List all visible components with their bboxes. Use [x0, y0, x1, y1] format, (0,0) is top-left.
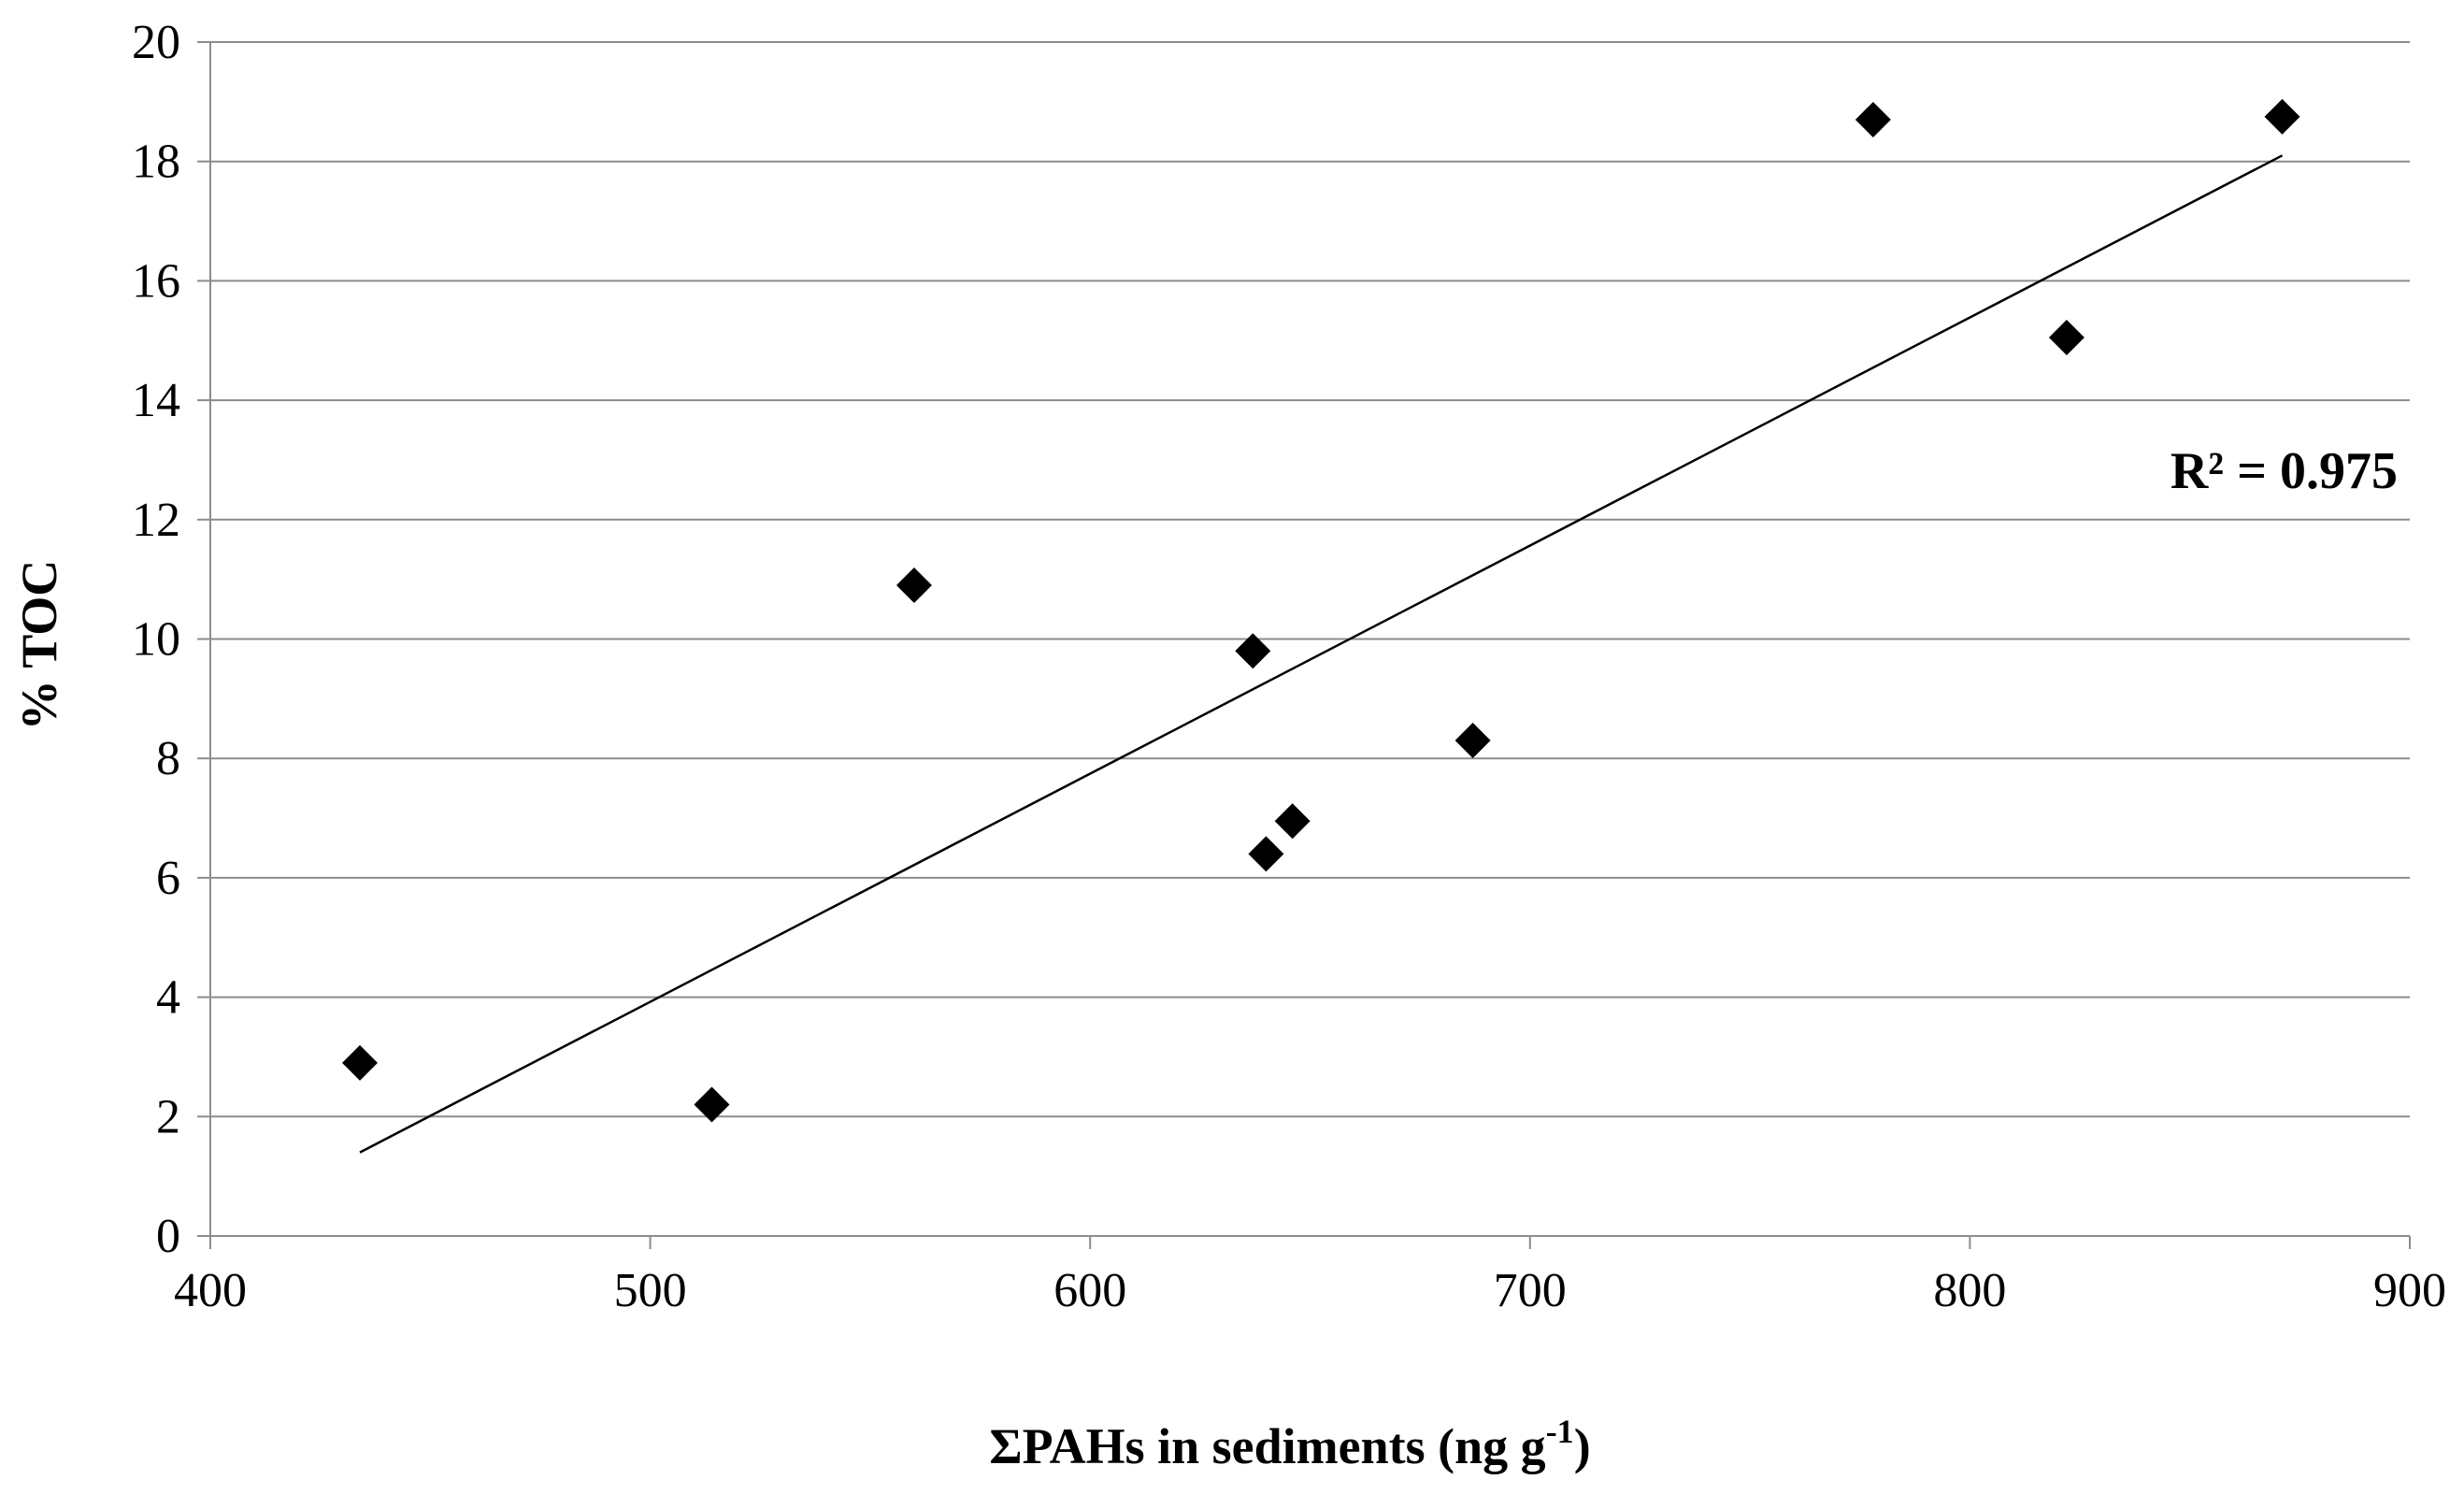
y-tick-label: 2	[156, 1090, 180, 1143]
x-axis-title: ΣPAHs in sediments (ng g-1)	[989, 1413, 1590, 1474]
trendline-group	[359, 154, 2284, 1154]
y-tick-label: 10	[132, 613, 180, 667]
axes	[197, 41, 2411, 1249]
x-tick-label: 600	[1053, 1264, 1126, 1317]
data-point-7	[1454, 723, 1491, 759]
y-tick-label: 20	[132, 16, 180, 69]
data-point-5	[1248, 836, 1284, 872]
y-tick-labels: 0 2 4 6 8 10 12 14 16 18 20	[132, 16, 180, 1263]
y-tick-label: 4	[156, 971, 180, 1025]
data-point-8	[1855, 102, 1891, 138]
data-point-3	[895, 567, 932, 604]
data-point-4	[1235, 633, 1271, 669]
y-tick-label: 12	[132, 494, 180, 547]
y-tick-label: 8	[156, 732, 180, 785]
x-axis-title-main: ΣPAHs in sediments (ng g	[989, 1418, 1545, 1474]
data-points	[342, 98, 2300, 1123]
trendline	[359, 154, 2284, 1154]
y-tick-label: 18	[132, 136, 180, 189]
data-point-6	[1274, 803, 1311, 840]
y-tick-label: 16	[132, 254, 180, 308]
y-tick-label: 14	[132, 374, 180, 427]
data-point-2	[694, 1086, 730, 1123]
x-axis-title-close: )	[1574, 1418, 1591, 1474]
data-point-9	[2048, 320, 2084, 356]
x-tick-label: 500	[614, 1264, 687, 1317]
x-tick-label: 800	[1933, 1264, 2006, 1317]
y-axis-title: % TOC	[11, 560, 67, 731]
x-tick-label: 400	[174, 1264, 247, 1317]
y-tick-label: 6	[156, 852, 180, 905]
x-axis-title-sup: -1	[1546, 1413, 1574, 1450]
x-tick-label: 700	[1494, 1264, 1567, 1317]
gridlines	[210, 41, 2410, 1118]
y-tick-label: 0	[156, 1210, 180, 1263]
x-tick-labels: 400 500 600 700 800 900	[174, 1264, 2446, 1317]
x-tick-label: 900	[2373, 1264, 2446, 1317]
data-point-10	[2264, 98, 2300, 135]
r-squared-annotation: R² = 0.975	[2170, 442, 2398, 500]
data-point-1	[342, 1044, 379, 1081]
